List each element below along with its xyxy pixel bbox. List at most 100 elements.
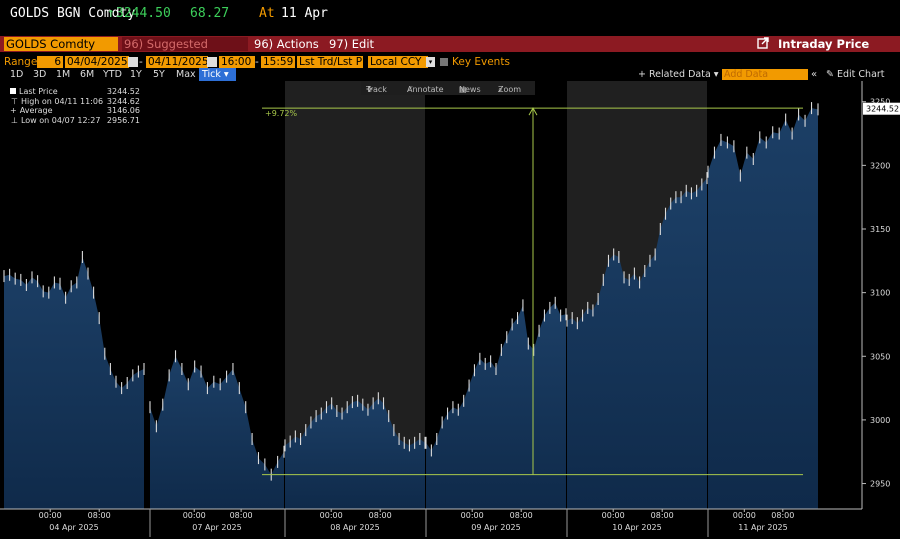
y-tick-label: 3000 — [870, 416, 890, 425]
legend-average-value: 3146.06 — [106, 106, 140, 115]
key-events-label: Key Events — [452, 56, 510, 68]
price-type-dropdown[interactable]: Lst Trd/Lst P — [297, 56, 363, 68]
popout-icon[interactable] — [757, 37, 771, 51]
legend-last-value: 3244.52 — [106, 87, 140, 96]
related-data-label: + Related Data — [638, 69, 711, 80]
x-tick-label: 00:00 — [733, 511, 756, 520]
news-icon: ▤ — [459, 85, 467, 94]
x-tick-label: 00:00 — [602, 511, 625, 520]
last-price-label: 3244.52 — [866, 105, 899, 114]
edit-menu[interactable]: 97) Edit ▾ — [326, 37, 381, 64]
legend-low-value: 2956.71 — [106, 115, 140, 125]
actions-menu[interactable]: 96) Actions ▾ — [251, 37, 324, 64]
price-chart[interactable]: +9.72% 29503000305031003150320032503244.… — [0, 81, 900, 539]
x-tick-label: 00:00 — [183, 511, 206, 520]
timeframe-1d[interactable]: 1D — [10, 69, 24, 80]
x-tick-label: 08:00 — [510, 511, 533, 520]
timeframe-1y[interactable]: 1Y — [130, 69, 142, 80]
legend: Last Price 3244.52 ⊤ High on 04/11 11:06 32… — [6, 87, 142, 135]
add-data-input[interactable]: Add Data — [722, 69, 808, 80]
timeframe-3d[interactable]: 3D — [33, 69, 47, 80]
currency-dropdown[interactable]: Local CCY — [368, 56, 428, 68]
edit-chart-button[interactable]: ✎ Edit Chart — [826, 68, 885, 81]
y-tick-label: 3250 — [870, 98, 890, 107]
timeframe-1m[interactable]: 1M — [56, 69, 71, 80]
x-date-label: 07 Apr 2025 — [192, 523, 241, 532]
start-date-field[interactable]: 04/04/2025 — [65, 56, 129, 68]
timeframe-ytd[interactable]: YTD — [103, 69, 122, 80]
calendar-icon[interactable] — [128, 57, 138, 67]
y-tick-label: 3050 — [870, 352, 890, 361]
x-date-label: 09 Apr 2025 — [471, 523, 520, 532]
magnifier-icon: ⌕ — [498, 85, 503, 94]
timeframe-bar: 1D 3D 1M 6M YTD 1Y 5Y Max Tick ▾ + Relat… — [0, 68, 900, 81]
timeframe-tick-label: Tick — [202, 69, 221, 80]
y-tick-label: 3200 — [870, 161, 890, 170]
timeframe-6m[interactable]: 6M — [80, 69, 95, 80]
x-date-label: 10 Apr 2025 — [612, 523, 661, 532]
chart-title: Intraday Price Chart — [778, 37, 870, 65]
low-marker-icon: ⊥ — [11, 115, 18, 125]
security-field[interactable]: GOLDS Comdty — [4, 37, 118, 51]
legend-last-label: Last Price — [19, 87, 58, 96]
legend-high-label: High on 04/11 11:06 — [20, 96, 104, 106]
pencil-icon: ⟋ — [407, 85, 413, 94]
calendar-icon[interactable] — [207, 57, 217, 67]
quote-date: 11 Apr — [281, 6, 328, 21]
legend-low: ⊥ Low on 04/07 12:27 2956.71 — [6, 116, 142, 126]
date-separator: - — [139, 56, 143, 68]
collapse-icon[interactable]: « — [811, 69, 818, 80]
timeframe-5y[interactable]: 5Y — [153, 69, 165, 80]
x-tick-label: 08:00 — [230, 511, 253, 520]
caret-down-icon[interactable]: ▾ — [426, 57, 435, 67]
timeframe-max[interactable]: Max — [176, 69, 196, 80]
price-change: 68.27 — [190, 6, 230, 21]
average-marker-icon: + — [10, 106, 17, 115]
related-data-menu[interactable]: + Related Data ▾ — [638, 69, 719, 80]
price-area — [426, 302, 566, 509]
legend-last-price: Last Price 3244.52 — [6, 87, 142, 97]
range-label: Range — [4, 56, 38, 68]
options-bar: Range 6 04/04/2025 - 04/11/2025 16:00 - … — [0, 53, 900, 69]
x-tick-label: 08:00 — [369, 511, 392, 520]
title-bar: GOLDS BGN Comdty ↑ 3244.50 68.27 At 11 A… — [0, 0, 900, 30]
price-area — [285, 398, 425, 509]
timeframe-tick-dropdown[interactable]: Tick ▾ — [199, 68, 236, 81]
x-tick-label: 00:00 — [39, 511, 62, 520]
chart-tools: ✛ Track ⟋ Annotate ▤ News ⌕ Zoom — [361, 81, 535, 95]
crosshair-icon: ✛ — [366, 85, 373, 94]
edit-label: 97) Edit — [329, 37, 375, 51]
edit-chart-label: Edit Chart — [837, 69, 885, 80]
x-tick-label: 08:00 — [88, 511, 111, 520]
suggested-charts-button[interactable]: 96) Suggested Charts — [122, 37, 248, 65]
annotate-label: Annotate — [407, 85, 444, 94]
function-bar: GOLDS Comdty 96) Suggested Charts 96) Ac… — [0, 36, 900, 65]
annotation-label: +9.72% — [265, 109, 298, 118]
legend-high: ⊤ High on 04/11 11:06 3244.62 — [6, 97, 142, 107]
end-time-field[interactable]: 15:59 — [261, 56, 295, 68]
key-events-checkbox[interactable] — [440, 58, 448, 66]
start-time-field[interactable]: 16:00 — [219, 56, 255, 68]
y-tick-label: 3100 — [870, 289, 890, 298]
zoom-label: Zoom — [498, 85, 522, 94]
x-date-label: 11 Apr 2025 — [738, 523, 787, 532]
x-date-label: 08 Apr 2025 — [330, 523, 379, 532]
y-tick-label: 3150 — [870, 225, 890, 234]
end-date-field[interactable]: 04/11/2025 — [146, 56, 209, 68]
x-date-label: 04 Apr 2025 — [49, 523, 98, 532]
x-tick-label: 08:00 — [771, 511, 794, 520]
actions-label: 96) Actions — [254, 37, 319, 51]
legend-low-label: Low on 04/07 12:27 — [20, 115, 101, 125]
pencil-icon: ✎ — [826, 69, 834, 80]
range-field[interactable]: 6 — [37, 56, 63, 68]
price-area — [150, 356, 284, 509]
news-label: News — [459, 85, 481, 94]
price-area — [567, 178, 707, 509]
legend-average-label: Average — [19, 106, 53, 115]
price-area — [708, 108, 818, 509]
x-tick-label: 00:00 — [461, 511, 484, 520]
time-separator: - — [255, 56, 259, 68]
square-icon — [10, 88, 16, 94]
last-price: 3244.50 — [116, 6, 171, 21]
y-tick-label: 2950 — [870, 480, 890, 489]
